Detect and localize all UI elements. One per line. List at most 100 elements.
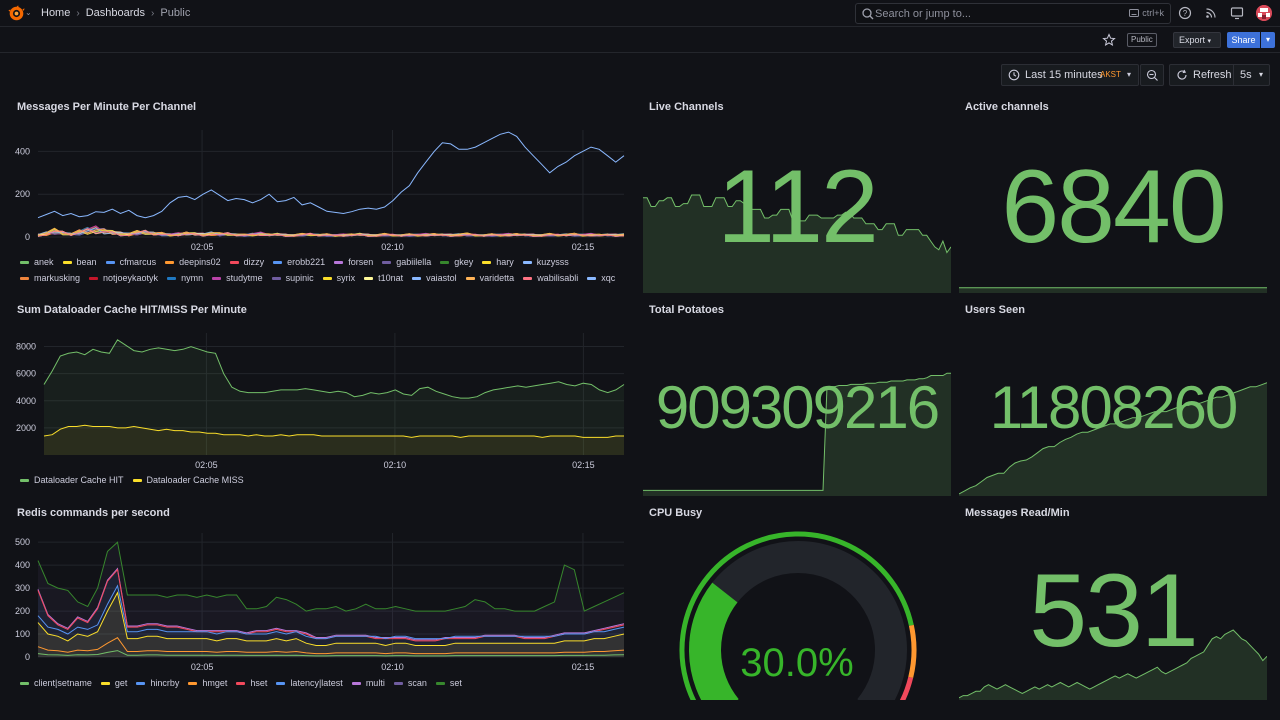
legend-item[interactable]: hset	[236, 678, 267, 688]
legend-item[interactable]: anek	[20, 257, 54, 267]
panel-title-users-seen[interactable]: Users Seen	[965, 304, 1025, 316]
legend-item[interactable]: hmget	[188, 678, 227, 688]
legend-swatch	[105, 260, 115, 264]
legend-item[interactable]: forsen	[334, 257, 373, 267]
panel-title-dataloader[interactable]: Sum Dataloader Cache HIT/MISS Per Minute	[17, 304, 247, 316]
legend-item[interactable]: syrix	[322, 273, 356, 283]
legend-item[interactable]: cfmarcus	[105, 257, 156, 267]
legend-item[interactable]: hary	[482, 257, 514, 267]
search-placeholder: Search or jump to...	[875, 8, 971, 20]
chevron-down-icon: ▾	[1265, 35, 1270, 44]
legend-item[interactable]: deepins02	[165, 257, 221, 267]
legend-swatch	[382, 260, 392, 264]
legend-swatch	[165, 260, 175, 264]
legend-item[interactable]: vaiastol	[412, 273, 457, 283]
legend-item[interactable]: supinic	[271, 273, 314, 283]
panel-title-live-channels[interactable]: Live Channels	[649, 101, 724, 113]
share-dropdown-button[interactable]: ▾	[1261, 32, 1275, 48]
rss-news-icon[interactable]	[1204, 6, 1218, 20]
legend-item[interactable]: studytme	[212, 273, 263, 283]
chevron-down-icon: ▾	[1259, 70, 1264, 79]
redis-commands-chart[interactable]: 0 100 200 300 400 500 02:05 02:10 02:15	[0, 527, 640, 675]
legend-item[interactable]: kuzysss	[522, 257, 569, 267]
y-tick-label: 8000	[16, 342, 36, 352]
time-range-label: Last 15 minutes	[1025, 69, 1103, 81]
zoom-out-button[interactable]	[1140, 64, 1164, 86]
legend-item[interactable]: multi	[351, 678, 385, 688]
legend-item[interactable]: nymn	[167, 273, 203, 283]
legend-item[interactable]: scan	[393, 678, 427, 688]
legend-item[interactable]: notjoeykaotyk	[89, 273, 158, 283]
legend-swatch	[435, 681, 445, 685]
legend-label: syrix	[336, 273, 356, 283]
messages-per-minute-chart[interactable]: 0 200 400 02:05 02:10 02:15	[0, 120, 640, 250]
legend-item[interactable]: gabiilella	[382, 257, 431, 267]
legend-item[interactable]: Dataloader Cache MISS	[132, 475, 244, 485]
x-tick-label: 02:15	[572, 242, 595, 250]
y-tick-label: 500	[15, 537, 30, 547]
y-tick-label: 400	[15, 146, 30, 156]
chevron-right-icon: ›	[151, 7, 155, 19]
star-favorite-icon[interactable]	[1102, 33, 1116, 47]
kiosk-monitor-icon[interactable]	[1230, 6, 1244, 20]
refresh-label: Refresh	[1193, 69, 1232, 81]
panel-title-redis[interactable]: Redis commands per second	[17, 507, 170, 519]
messages-read-sparkline	[959, 629, 1267, 700]
panel-title-active-channels[interactable]: Active channels	[965, 101, 1049, 113]
export-button[interactable]: Export ▾	[1173, 32, 1221, 48]
legend-item[interactable]: erobb221	[273, 257, 325, 267]
legend-item[interactable]: Dataloader Cache HIT	[20, 475, 124, 485]
legend-item[interactable]: dizzy	[229, 257, 264, 267]
panel-title-cpu-busy[interactable]: CPU Busy	[649, 507, 703, 519]
legend-item[interactable]: latency|latest	[276, 678, 343, 688]
search-icon	[862, 8, 874, 20]
legend-label: erobb221	[287, 257, 326, 267]
legend-item[interactable]: varidetta	[465, 273, 514, 283]
dashboard-toolbar	[0, 27, 1280, 53]
share-button[interactable]: Share	[1227, 32, 1260, 48]
search-input[interactable]: Search or jump to... ctrl+k	[855, 3, 1171, 24]
search-shortcut: ctrl+k	[1129, 8, 1164, 18]
panel-title-messages[interactable]: Messages Per Minute Per Channel	[17, 101, 197, 113]
legend-item[interactable]: wabilisabli	[523, 273, 578, 283]
legend-label: vaiastol	[426, 273, 457, 283]
legend-item[interactable]: hincrby	[136, 678, 179, 688]
breadcrumb-home[interactable]: Home	[41, 7, 71, 19]
refresh-interval[interactable]: 5s	[1240, 69, 1252, 81]
panel-title-messages-read[interactable]: Messages Read/Min	[965, 507, 1070, 519]
legend-item[interactable]: xqc	[587, 273, 615, 283]
top-nav-bar: ⌄ Home › Dashboards › Public Search or j…	[0, 0, 1280, 27]
chevron-down-icon[interactable]: ⌄	[25, 8, 32, 17]
legend-swatch	[167, 276, 177, 280]
dataloader-cache-chart[interactable]: 2000 4000 6000 8000 02:05 02:10 02:15	[0, 325, 640, 475]
series-line-client-setname	[37, 650, 625, 657]
legend-item[interactable]: t10nat	[364, 273, 403, 283]
x-tick-label: 02:15	[572, 662, 595, 672]
chevron-right-icon: ›	[76, 7, 80, 19]
series-area-fill	[38, 592, 624, 657]
legend-item[interactable]: set	[435, 678, 462, 688]
legend-item[interactable]: bean	[62, 257, 97, 267]
series-line-dataloader-cache-hit	[43, 339, 625, 399]
time-range-picker[interactable]: Last 15 minutes AKST ▾	[1001, 64, 1139, 86]
series-area-fill	[38, 569, 624, 657]
panel-title-total-potatoes[interactable]: Total Potatoes	[649, 304, 724, 316]
legend-label: xqc	[601, 273, 616, 283]
refresh-button[interactable]: Refresh 5s ▾	[1169, 64, 1270, 86]
breadcrumb-dashboards[interactable]: Dashboards	[85, 7, 146, 19]
legend-item[interactable]: client|setname	[20, 678, 92, 688]
help-icon[interactable]: ?	[1178, 6, 1192, 20]
legend-item[interactable]: markusking	[20, 273, 80, 283]
clock-icon	[1008, 69, 1020, 81]
legend-item[interactable]: gkey	[440, 257, 473, 267]
legend-item[interactable]: get	[100, 678, 127, 688]
user-avatar[interactable]	[1256, 5, 1272, 21]
grafana-logo-icon[interactable]	[8, 5, 25, 22]
keyboard-icon	[1129, 9, 1140, 17]
legend-label: hset	[250, 678, 268, 688]
users-seen-sparkline	[959, 382, 1267, 496]
sparkline-area	[643, 195, 951, 293]
legend-label: kuzysss	[536, 257, 569, 267]
legend-swatch	[100, 681, 110, 685]
legend-label: hincrby	[150, 678, 180, 688]
